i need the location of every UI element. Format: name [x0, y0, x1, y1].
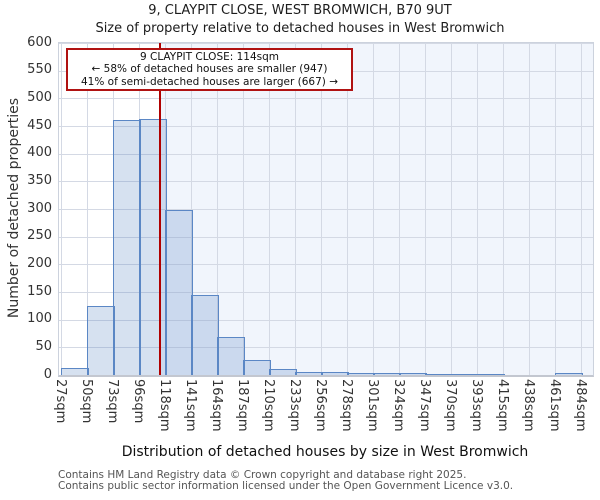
y-tick-label: 450: [27, 117, 52, 133]
x-tick-label: 347sqm: [417, 379, 432, 432]
h-gridline: [59, 153, 593, 155]
v-gridline: [477, 43, 478, 375]
histogram-bar: [113, 120, 141, 375]
histogram-bar: [451, 373, 479, 375]
histogram-bar: [295, 371, 323, 375]
histogram-bar: [269, 368, 297, 375]
v-gridline: [373, 43, 374, 375]
v-gridline: [191, 43, 192, 375]
h-gridline: [59, 292, 593, 293]
h-gridline: [59, 264, 593, 266]
x-tick-label: 278sqm: [339, 379, 354, 432]
h-gridline: [59, 347, 593, 349]
histogram-bar: [139, 119, 167, 375]
histogram-bar: [217, 337, 245, 375]
h-gridline: [59, 319, 593, 321]
y-tick-label: 600: [27, 34, 52, 50]
x-tick-label: 370sqm: [443, 379, 458, 432]
histogram-bar: [477, 373, 505, 375]
x-tick-label: 50sqm: [79, 379, 94, 424]
chart-subtitle: Size of property relative to detached ho…: [95, 21, 505, 36]
x-tick-label: 256sqm: [313, 379, 328, 432]
y-tick-label: 150: [27, 283, 52, 299]
v-gridline: [399, 43, 400, 375]
x-tick-label: 301sqm: [365, 379, 380, 432]
histogram-bar: [165, 210, 193, 375]
y-tick-label: 550: [27, 62, 52, 78]
h-gridline: [59, 236, 593, 238]
histogram-bar: [373, 373, 401, 375]
h-gridline: [59, 181, 593, 183]
histogram-bar: [191, 294, 219, 375]
x-tick-label: 27sqm: [53, 379, 68, 424]
x-tick-label: 187sqm: [235, 379, 250, 432]
v-gridline: [503, 43, 504, 375]
x-tick-label: 461sqm: [547, 379, 562, 432]
v-gridline: [269, 43, 270, 375]
v-gridline: [61, 43, 62, 375]
x-tick-label: 324sqm: [391, 379, 406, 432]
h-gridline: [59, 209, 593, 210]
marker-annotation-box: 9 CLAYPIT CLOSE: 114sqm ← 58% of detache…: [66, 48, 353, 92]
v-gridline: [87, 43, 88, 375]
annotation-line-3: 41% of semi-detached houses are larger (…: [81, 75, 338, 88]
x-axis-title: Distribution of detached houses by size …: [121, 444, 529, 460]
h-gridline: [59, 98, 593, 100]
x-tick-label: 118sqm: [157, 379, 172, 432]
x-tick-label: 96sqm: [131, 379, 146, 424]
y-tick-label: 500: [27, 89, 52, 105]
x-tick-label: 210sqm: [261, 379, 276, 432]
y-tick-label: 350: [27, 172, 52, 188]
v-gridline: [555, 43, 556, 375]
v-gridline: [217, 43, 218, 375]
histogram-bar: [399, 373, 427, 375]
x-tick-label: 415sqm: [495, 379, 510, 432]
histogram-bar: [87, 305, 115, 375]
y-tick-label: 250: [27, 228, 52, 244]
plot-area: [58, 42, 594, 377]
annotation-line-2: ← 58% of detached houses are smaller (94…: [91, 63, 328, 76]
x-tick-label: 438sqm: [521, 379, 536, 432]
y-tick-label: 300: [27, 200, 52, 216]
y-tick-label: 200: [27, 255, 52, 271]
histogram-bar: [321, 372, 349, 375]
y-tick-label: 100: [27, 311, 52, 327]
histogram-bar: [61, 367, 89, 375]
v-gridline: [581, 43, 582, 375]
x-tick-label: 233sqm: [287, 379, 302, 432]
annotation-line-1: 9 CLAYPIT CLOSE: 114sqm: [139, 51, 280, 63]
y-tick-label: 0: [43, 366, 52, 382]
h-gridline: [59, 43, 593, 44]
x-tick-label: 484sqm: [573, 379, 588, 432]
footer-attribution-1: Contains HM Land Registry data © Crown c…: [58, 469, 467, 481]
histogram-bar: [243, 360, 271, 375]
v-gridline: [529, 43, 530, 375]
v-gridline: [165, 43, 166, 375]
y-tick-label: 50: [35, 338, 52, 354]
v-gridline: [243, 43, 244, 375]
y-tick-label: 400: [27, 145, 52, 161]
v-gridline: [451, 43, 452, 375]
h-gridline: [59, 126, 593, 127]
property-size-marker-line: [158, 43, 161, 375]
x-tick-label: 164sqm: [209, 379, 224, 432]
histogram-bar: [425, 373, 453, 375]
histogram-bar: [555, 373, 583, 375]
footer-attribution-2: Contains public sector information licen…: [58, 480, 514, 492]
v-gridline: [321, 43, 322, 375]
histogram-bar: [347, 372, 375, 375]
v-gridline: [347, 43, 348, 375]
x-tick-label: 73sqm: [105, 379, 120, 424]
x-tick-label: 141sqm: [183, 379, 198, 432]
chart-title: 9, CLAYPIT CLOSE, WEST BROMWICH, B70 9UT: [148, 3, 452, 18]
x-tick-label: 393sqm: [469, 379, 484, 432]
v-gridline: [295, 43, 296, 375]
v-gridline: [425, 43, 426, 375]
